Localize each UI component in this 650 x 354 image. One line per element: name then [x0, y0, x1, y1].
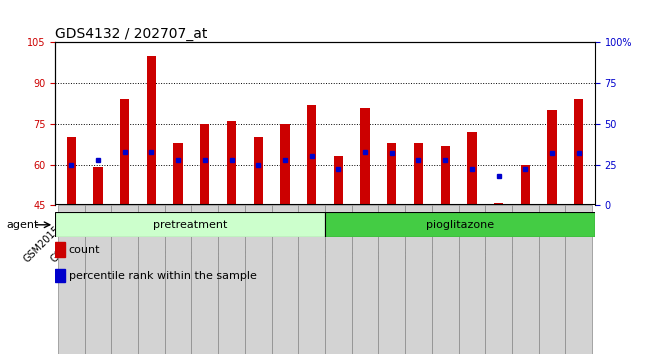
- Bar: [352, 205, 378, 354]
- Bar: [387, 143, 396, 205]
- Bar: [486, 205, 512, 354]
- Bar: [174, 143, 183, 205]
- Text: agent: agent: [6, 220, 39, 230]
- Bar: [58, 205, 84, 354]
- Bar: [307, 105, 317, 205]
- Bar: [432, 205, 458, 354]
- Bar: [111, 205, 138, 354]
- Bar: [245, 205, 272, 354]
- Bar: [55, 242, 65, 257]
- Bar: [200, 124, 209, 205]
- Bar: [378, 205, 405, 354]
- Bar: [547, 110, 556, 205]
- Bar: [66, 137, 76, 205]
- Bar: [227, 121, 236, 205]
- Bar: [360, 108, 370, 205]
- Bar: [467, 132, 476, 205]
- Bar: [325, 212, 595, 237]
- Bar: [272, 205, 298, 354]
- Bar: [512, 205, 539, 354]
- Bar: [164, 205, 192, 354]
- Bar: [333, 156, 343, 205]
- Bar: [494, 202, 503, 205]
- Bar: [280, 124, 290, 205]
- Bar: [55, 212, 325, 237]
- Bar: [84, 205, 111, 354]
- Bar: [55, 269, 65, 282]
- Bar: [521, 165, 530, 205]
- Bar: [458, 205, 486, 354]
- Bar: [94, 167, 103, 205]
- Bar: [441, 145, 450, 205]
- Bar: [574, 99, 584, 205]
- Bar: [147, 56, 156, 205]
- Bar: [120, 99, 129, 205]
- Bar: [138, 205, 164, 354]
- Bar: [566, 205, 592, 354]
- Bar: [405, 205, 432, 354]
- Text: count: count: [69, 245, 100, 255]
- Bar: [325, 205, 352, 354]
- Text: pioglitazone: pioglitazone: [426, 220, 494, 230]
- Bar: [218, 205, 245, 354]
- Text: pretreatment: pretreatment: [153, 220, 228, 230]
- Bar: [254, 137, 263, 205]
- Bar: [298, 205, 325, 354]
- Bar: [414, 143, 423, 205]
- Bar: [539, 205, 566, 354]
- Text: GDS4132 / 202707_at: GDS4132 / 202707_at: [55, 28, 207, 41]
- Bar: [192, 205, 218, 354]
- Text: percentile rank within the sample: percentile rank within the sample: [69, 271, 257, 281]
